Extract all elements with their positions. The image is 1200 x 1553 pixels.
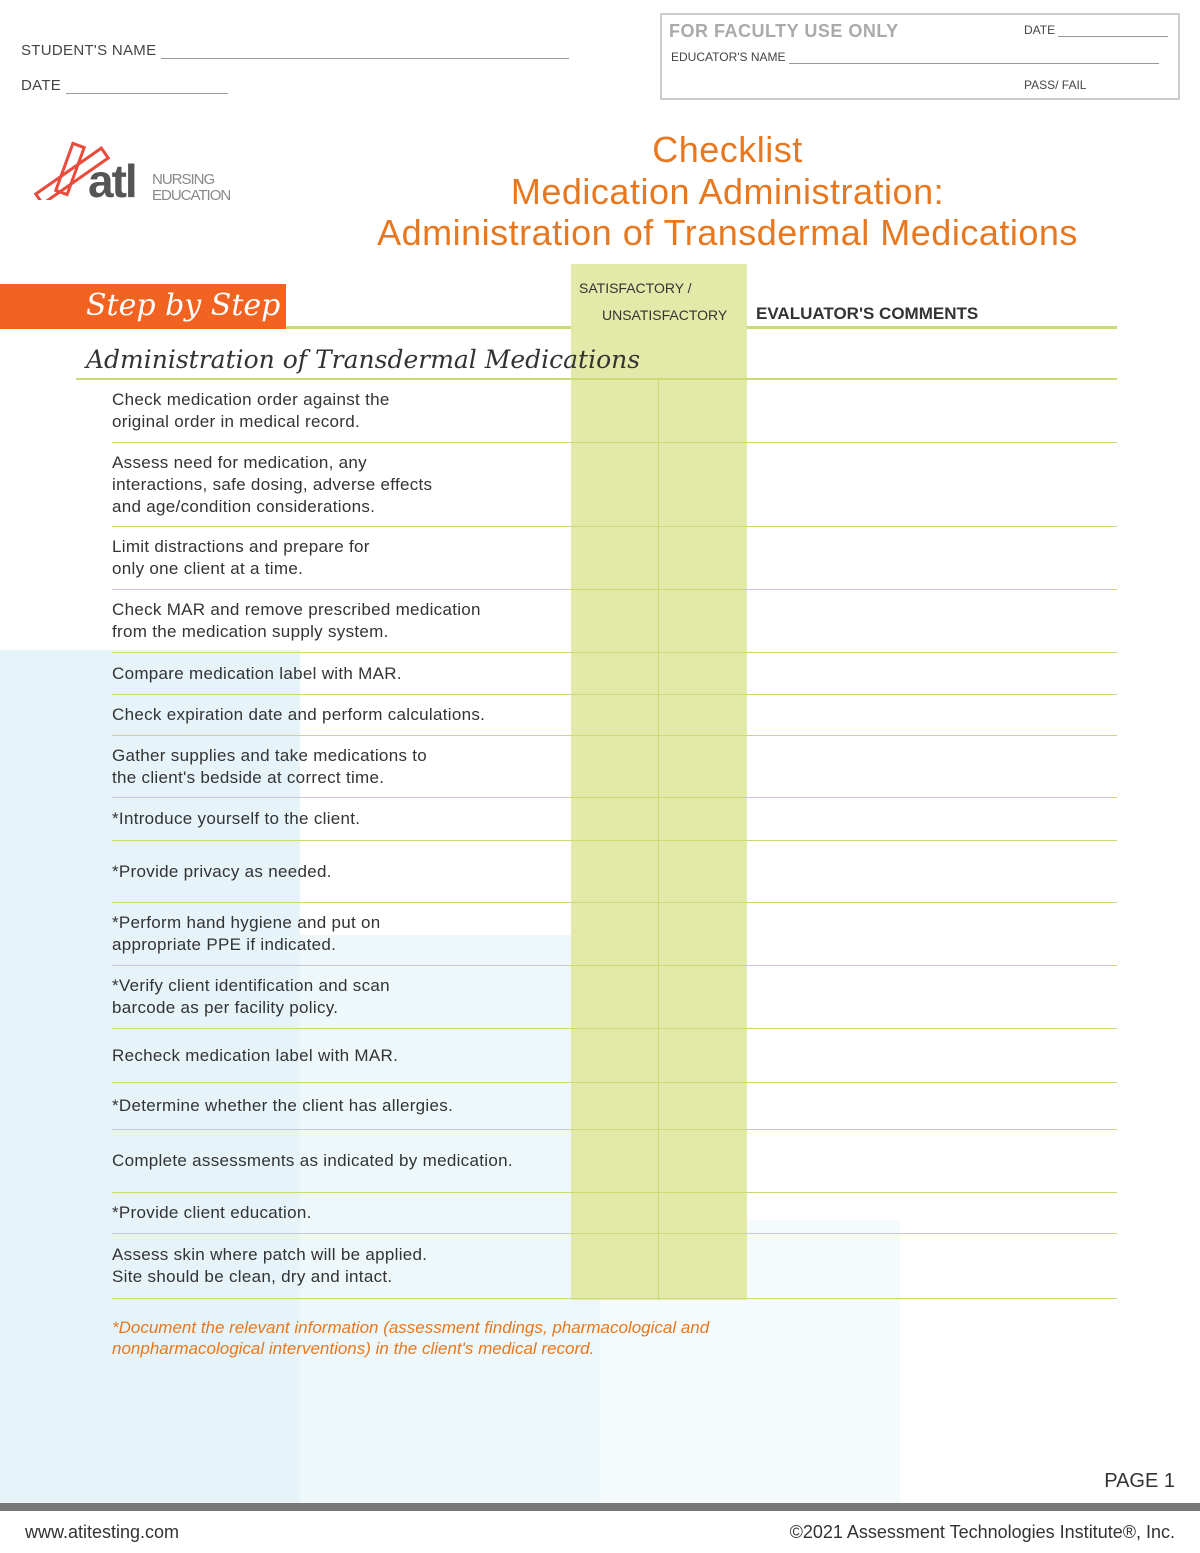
date-line [65, 79, 228, 94]
educator-name-label: EDUCATOR'S NAME [671, 50, 786, 64]
satisfactory-column [571, 264, 747, 1300]
title-line1: Checklist [652, 129, 803, 170]
atl-logo: atl NURSING EDUCATION [30, 140, 250, 210]
checklist-row: *Verify client identification and scan b… [112, 966, 1117, 1029]
footer-bar [0, 1503, 1200, 1511]
student-name-line [160, 44, 569, 59]
checklist-step-text: Compare medication label with MAR. [112, 663, 402, 683]
title-line2: Medication Administration: [510, 171, 945, 212]
checklist-row: Check MAR and remove prescribed medicati… [112, 590, 1117, 653]
checklist-step-text: *Perform hand hygiene and put on appropr… [112, 913, 381, 954]
educator-name-field[interactable]: EDUCATOR'S NAME [671, 50, 1159, 64]
unsatisfactory-header: UNSATISFACTORY [602, 307, 728, 323]
logo-line2: EDUCATION [152, 187, 231, 204]
checklist-row: Compare medication label with MAR. [112, 653, 1117, 695]
checklist-step-text: Complete assessments as indicated by med… [112, 1151, 513, 1170]
step-by-step-banner: Step by Step [0, 284, 286, 329]
section-rule [76, 378, 1117, 380]
checklist-row: *Introduce yourself to the client. [112, 798, 1117, 841]
checklist-step-text: Gather supplies and take medications to … [112, 745, 428, 787]
date-label: DATE [21, 77, 62, 94]
faculty-date-line [1058, 25, 1169, 37]
checklist-row: Check expiration date and perform calcul… [112, 695, 1117, 736]
website-link[interactable]: www.atitesting.com [25, 1522, 180, 1542]
checklist-row: Assess need for medication, any interact… [112, 443, 1117, 527]
checklist-step-text: Check expiration date and perform calcul… [112, 705, 486, 724]
step-by-step-label: Step by Step [86, 288, 281, 323]
educator-name-line [788, 52, 1159, 64]
checklist-step-text: Assess need for medication, any interact… [112, 452, 433, 516]
title-line3: Administration of Transdermal Medication… [377, 212, 1078, 253]
checklist-step-text: Check MAR and remove prescribed medicati… [112, 600, 481, 641]
checklist-row: Recheck medication label with MAR. [112, 1029, 1117, 1083]
background-panel [300, 935, 600, 1503]
faculty-box: FOR FACULTY USE ONLY DATE EDUCATOR'S NAM… [660, 13, 1180, 100]
documentation-note: *Document the relevant information (asse… [112, 1318, 710, 1358]
header-rule [286, 326, 571, 329]
checklist-row: *Determine whether the client has allerg… [112, 1083, 1117, 1130]
checklist-step-text: Check medication order against the origi… [112, 390, 390, 431]
student-name-field[interactable]: STUDENT'S NAME [21, 42, 569, 59]
evaluator-comments-header: EVALUATOR'S COMMENTS [756, 304, 979, 323]
checklist-step-text: Recheck medication label with MAR. [112, 1045, 399, 1065]
page-number: PAGE 1 [1104, 1470, 1175, 1492]
satisfactory-header: SATISFACTORY / [579, 280, 692, 296]
section-title: Administration of Transdermal Medication… [86, 345, 641, 374]
checklist-row: *Provide privacy as needed. [112, 841, 1117, 903]
background-panel [0, 650, 300, 1503]
checklist-row: Assess skin where patch will be applied.… [112, 1234, 1117, 1299]
checklist-row: Check medication order against the origi… [112, 380, 1117, 443]
pass-fail-label[interactable]: PASS/ FAIL [1024, 78, 1087, 92]
checklist-step-text: *Introduce yourself to the client. [112, 809, 361, 828]
checklist-step-text: *Determine whether the client has allerg… [112, 1096, 454, 1115]
date-field[interactable]: DATE [21, 77, 228, 94]
checklist-step-text: *Verify client identification and scan b… [112, 976, 390, 1017]
faculty-date-field[interactable]: DATE [1024, 23, 1169, 37]
checklist-step-text: Limit distractions and prepare for only … [112, 537, 370, 578]
checklist-step-text: Assess skin where patch will be applied.… [112, 1245, 428, 1286]
checklist-row: *Perform hand hygiene and put on appropr… [112, 903, 1117, 966]
header-rule [747, 326, 1117, 329]
checklist-step-text: *Provide client education. [112, 1203, 312, 1222]
student-name-label: STUDENT'S NAME [21, 42, 157, 59]
checklist-row: Limit distractions and prepare for only … [112, 527, 1117, 590]
checklist-row: *Provide client education. [112, 1193, 1117, 1234]
copyright: ©2021 Assessment Technologies Institute®… [789, 1522, 1175, 1542]
checklist-row: Gather supplies and take medications to … [112, 736, 1117, 798]
faculty-title: FOR FACULTY USE ONLY [669, 21, 899, 41]
logo-cross-icon [33, 141, 111, 200]
logo-line1: NURSING [152, 171, 215, 188]
checklist-step-text: *Provide privacy as needed. [112, 861, 332, 881]
checklist-row: Complete assessments as indicated by med… [112, 1130, 1117, 1193]
logo-mark: atl [88, 155, 138, 207]
faculty-date-label: DATE [1024, 23, 1056, 37]
